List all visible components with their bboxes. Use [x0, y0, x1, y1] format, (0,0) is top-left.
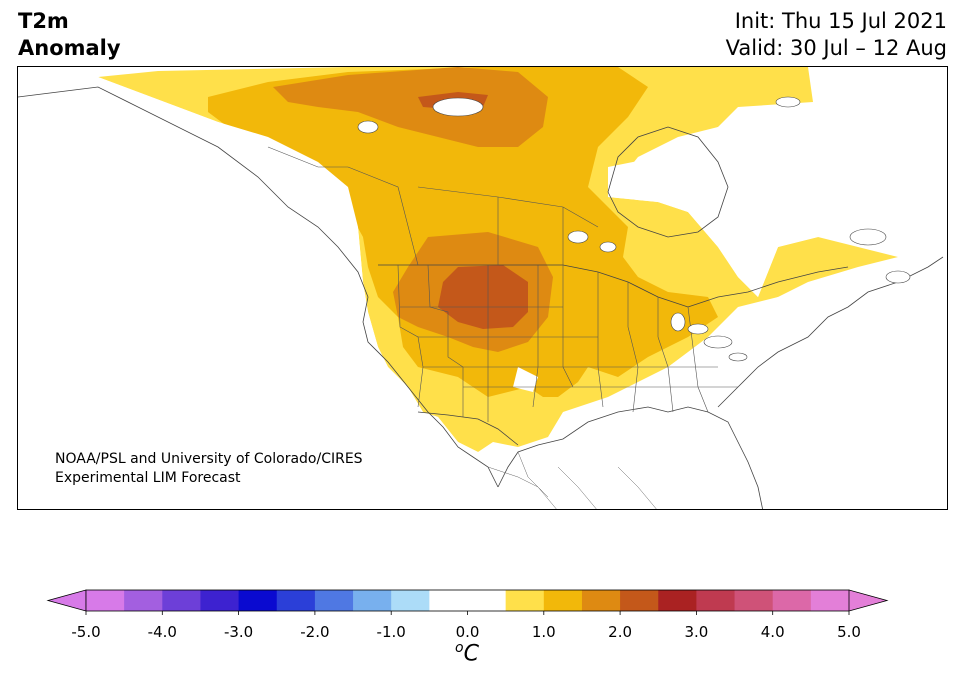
colorbar-tick-label: 1.0 [531, 623, 556, 641]
map-title: T2m Anomaly [18, 9, 121, 60]
colorbar-cell [200, 590, 240, 611]
gap-alaska [18, 67, 488, 509]
colorbar-cell [581, 590, 621, 611]
mexico-border [417, 411, 519, 446]
lakes-and-islands [357, 96, 911, 362]
color-scale-bar [46, 589, 889, 615]
colorbar-cell [772, 590, 812, 611]
colorbar-cell [124, 590, 163, 611]
colorbar-cell [505, 590, 545, 611]
gulf-coast [497, 406, 763, 509]
gap-hudson [608, 102, 947, 297]
forecast-dates: Init: Thu 15 Jul 2021 Valid: 30 Jul – 12… [726, 8, 947, 62]
gap-south-texas [538, 277, 947, 509]
anomaly-map: NOAA/PSL and University of Colorado/CIRE… [17, 66, 948, 510]
colorbar-cell [391, 590, 430, 611]
credit-line-1: NOAA/PSL and University of Colorado/CIRE… [55, 451, 363, 467]
anomaly-contours [18, 67, 947, 509]
extend-high-triangle [848, 589, 889, 612]
data-credit: NOAA/PSL and University of Colorado/CIRE… [55, 450, 363, 488]
contour-level-2-0 [438, 265, 528, 329]
canada-border [378, 264, 849, 308]
colorbar-tick-label: 5.0 [837, 623, 861, 641]
colorbar-cell [276, 590, 316, 611]
init-date: Init: Thu 15 Jul 2021 [734, 9, 947, 33]
hudson-bay [607, 126, 729, 238]
extend-low-triangle [46, 589, 87, 612]
state-borders [267, 146, 738, 422]
colorbar-tick-label: -2.0 [300, 623, 330, 641]
colorbar-tick-label: -3.0 [223, 623, 254, 641]
contour-level-1-5 [273, 67, 548, 147]
colorbar-cell [658, 590, 697, 611]
colorbar-cell [429, 590, 507, 611]
colorbar-cell [696, 590, 736, 611]
colorbar-cell [734, 590, 774, 611]
colorbar-cell [620, 590, 659, 611]
valid-period: Valid: 30 Jul – 12 Aug [725, 36, 947, 60]
colorbar-tick-label: 4.0 [760, 623, 785, 641]
colorbar-tick-label: -5.0 [71, 623, 101, 641]
colorbar-cell [238, 590, 278, 611]
mexico-states [487, 451, 657, 509]
colorbar-cell [314, 590, 354, 611]
colorbar-cell [810, 590, 850, 611]
colorbar-cell [543, 590, 583, 611]
map-canvas [18, 67, 947, 509]
gap-lower-mexico [513, 367, 538, 392]
west-coast [18, 86, 499, 488]
colorbar-tick-label: -4.0 [147, 623, 177, 641]
colorbar-tick-label: -1.0 [376, 623, 406, 641]
contour-level-1-0 [208, 67, 718, 397]
credit-line-2: Experimental LIM Forecast [55, 470, 241, 486]
colorbar-cell [86, 590, 125, 611]
unit-label: oC [455, 640, 479, 667]
coastlines [18, 86, 944, 509]
colorbar-tick-label: 3.0 [684, 623, 709, 641]
colorbar-tick-label: 0.0 [455, 623, 480, 641]
colorbar-cell [162, 590, 201, 611]
colorbar-tick-label: 2.0 [608, 623, 633, 641]
colorbar-cell [353, 590, 392, 611]
